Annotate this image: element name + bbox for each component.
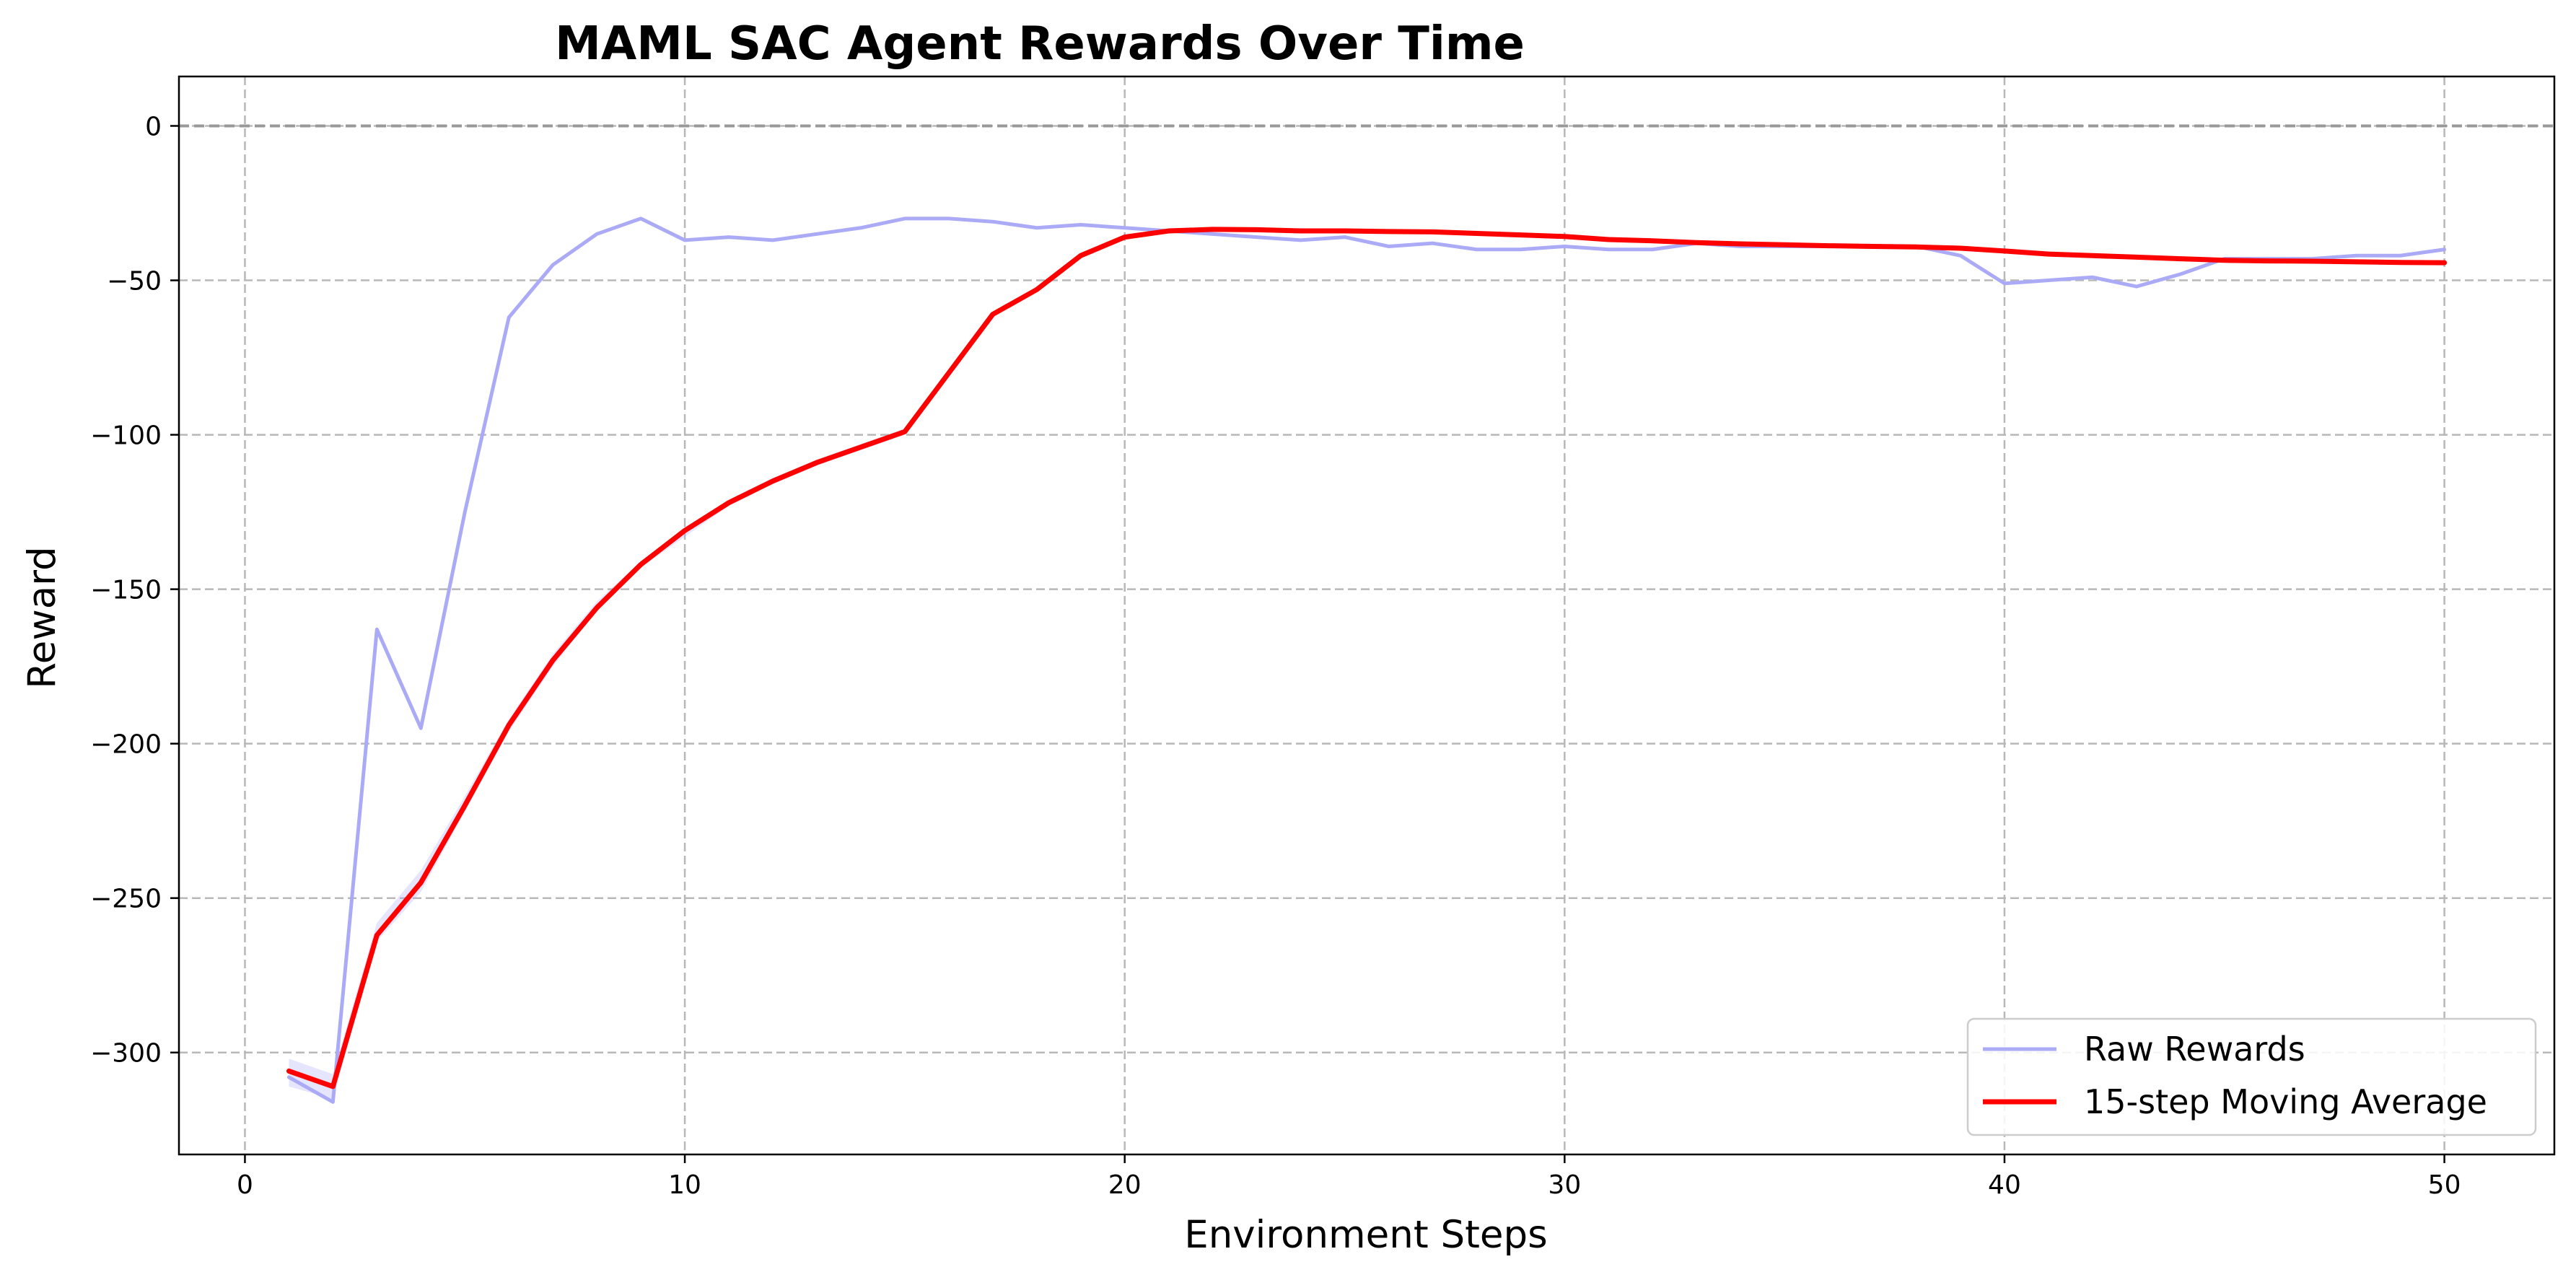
moving-average-line — [286, 227, 2448, 1090]
y-tick-label: −200 — [90, 730, 162, 760]
legend-box — [1966, 1017, 2537, 1136]
x-tick-label: 20 — [1108, 1170, 1142, 1200]
raw-rewards-line — [286, 216, 2447, 1104]
legend-label-moving-average: 15-step Moving Average — [2084, 1082, 2487, 1121]
y-axis-ticks: 0 −50 −100 −150 −200 −250 −300 — [90, 112, 179, 1069]
y-tick-label: −100 — [90, 421, 162, 451]
y-axis-label: Reward — [20, 546, 64, 688]
x-tick-label: 0 — [237, 1170, 253, 1200]
y-tick-label: −50 — [107, 267, 162, 297]
x-tick-label: 30 — [1548, 1170, 1581, 1200]
legend: Raw Rewards 15-step Moving Average — [1966, 1017, 2537, 1136]
chart-title: MAML SAC Agent Rewards Over Time — [555, 17, 1525, 71]
x-tick-label: 50 — [2428, 1170, 2461, 1200]
plot-frame — [178, 75, 2556, 1156]
x-tick-label: 40 — [1988, 1170, 2021, 1200]
x-axis-ticks: 0 10 20 30 40 50 — [237, 1154, 2461, 1200]
y-tick-label: −300 — [90, 1039, 162, 1069]
x-tick-label: 10 — [668, 1170, 701, 1200]
y-tick-label: −150 — [90, 576, 162, 605]
y-tick-label: −250 — [90, 885, 162, 914]
x-axis-label: Environment Steps — [1184, 1213, 1548, 1257]
series-group — [286, 216, 2448, 1104]
y-tick-label: 0 — [145, 112, 162, 141]
legend-label-raw-rewards: Raw Rewards — [2084, 1030, 2305, 1069]
